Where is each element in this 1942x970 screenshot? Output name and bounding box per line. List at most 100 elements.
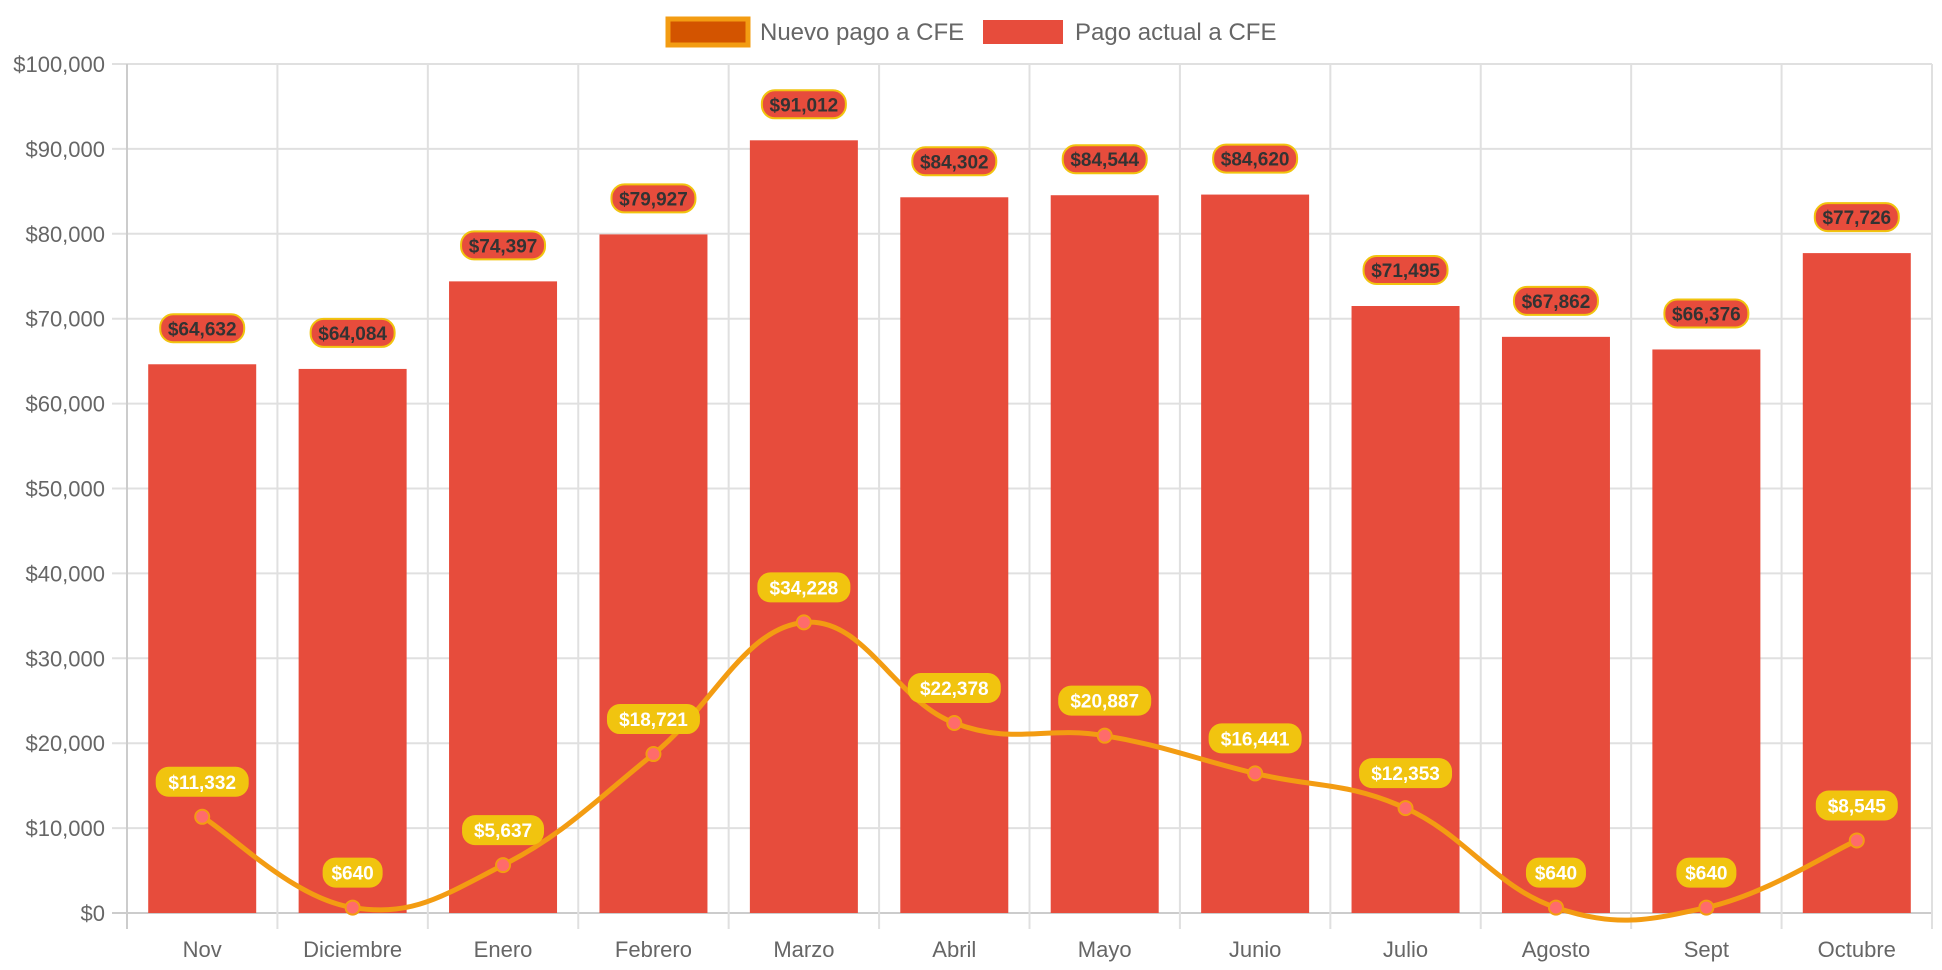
line-point[interactable]	[1397, 800, 1414, 817]
line-point[interactable]	[495, 857, 512, 874]
line-label: $16,441	[1221, 729, 1290, 750]
y-tick-label: $70,000	[25, 307, 105, 332]
bar[interactable]	[148, 364, 257, 914]
line-label-bg	[1815, 790, 1898, 821]
line-point[interactable]	[795, 614, 812, 631]
y-tick-label: $20,000	[25, 731, 105, 756]
bar-label-bg	[610, 183, 697, 214]
bar-label-bg	[1362, 255, 1449, 286]
x-tick-label: Julio	[1383, 937, 1428, 962]
bar[interactable]	[1501, 336, 1610, 913]
line-point[interactable]	[946, 715, 963, 732]
y-tick-label: $50,000	[25, 477, 105, 502]
bar-label: $77,726	[1822, 208, 1891, 229]
bar-label-bg	[1813, 202, 1900, 233]
x-tick-label: Nov	[183, 937, 222, 962]
line-label-bg	[1676, 857, 1737, 888]
y-tick-label: $60,000	[25, 392, 105, 417]
line-label: $12,353	[1371, 764, 1440, 785]
bar-label-bg	[1512, 285, 1599, 316]
bar-label: $64,084	[318, 324, 387, 345]
bar[interactable]	[1652, 349, 1761, 913]
y-tick-label: $0	[81, 901, 105, 926]
x-tick-label: Febrero	[615, 937, 692, 962]
y-axis: $0 $10,000 $20,000 $30,000 $40,000 $50,000 $60…	[13, 52, 105, 926]
y-tick-label: $80,000	[25, 222, 105, 247]
bar-label: $84,302	[920, 152, 989, 173]
line-label-bg	[1359, 758, 1453, 789]
line-label: $640	[331, 864, 373, 885]
grid	[112, 63, 1933, 929]
line-label: $34,228	[770, 578, 839, 599]
legend-label-pago-actual: Pago actual a CFE	[1075, 19, 1276, 46]
x-tick-label: Marzo	[773, 937, 834, 962]
line-label-bg	[1525, 857, 1586, 888]
x-tick-label: Sept	[1684, 937, 1729, 962]
x-tick-label: Octubre	[1818, 937, 1896, 962]
y-tick-label: $40,000	[25, 561, 105, 586]
y-tick-label: $90,000	[25, 137, 105, 162]
line-series	[194, 614, 1865, 923]
line-label: $22,378	[920, 679, 989, 700]
bar[interactable]	[599, 234, 708, 913]
bar-label: $67,862	[1522, 292, 1591, 313]
line-label: $20,887	[1070, 692, 1139, 713]
x-tick-label: Abril	[932, 937, 976, 962]
line-label-bg	[462, 815, 545, 846]
line-label-bg	[1208, 723, 1302, 754]
line-label-bg	[155, 766, 249, 797]
bar-label: $64,632	[168, 319, 237, 340]
bar[interactable]	[749, 140, 858, 914]
y-tick-label: $30,000	[25, 646, 105, 671]
line-label-bg	[907, 673, 1001, 704]
bar-label-bg	[460, 230, 547, 261]
line-label: $11,332	[168, 773, 236, 794]
x-tick-label: Diciembre	[303, 937, 402, 962]
x-axis: Nov Diciembre Enero Febrero Marzo Abril Mayo Ju…	[183, 937, 1896, 962]
bar[interactable]	[900, 197, 1009, 914]
legend-label-nuevo-pago: Nuevo pago a CFE	[760, 19, 964, 46]
legend: Nuevo pago a CFE Pago actual a CFE	[665, 16, 1276, 48]
line-point[interactable]	[645, 746, 662, 763]
line-point[interactable]	[344, 899, 361, 916]
line-label-bg	[322, 857, 383, 888]
bar[interactable]	[1201, 194, 1310, 914]
bar-label: $71,495	[1371, 261, 1440, 282]
line-point[interactable]	[1247, 765, 1264, 782]
bar-label-bg	[1061, 144, 1148, 175]
bar-labels: $64,632 $64,084 $74,397 $79,927 $91,012 $84,3…	[159, 89, 1900, 348]
bar-label: $84,544	[1070, 150, 1139, 171]
bar-label-bg	[1212, 143, 1299, 174]
bar-label: $91,012	[770, 95, 839, 116]
line-point[interactable]	[1547, 899, 1564, 916]
bar[interactable]	[1050, 195, 1159, 913]
bar-label: $74,397	[469, 236, 538, 257]
y-tick-label: $100,000	[13, 52, 105, 77]
line-label-bg	[1058, 685, 1152, 716]
x-tick-label: Enero	[474, 937, 533, 962]
y-tick-label: $10,000	[25, 816, 105, 841]
line-point[interactable]	[194, 808, 211, 825]
bar[interactable]	[1351, 306, 1460, 913]
line-point[interactable]	[1848, 832, 1865, 849]
x-tick-label: Agosto	[1522, 937, 1591, 962]
x-tick-label: Junio	[1229, 937, 1282, 962]
legend-item-nuevo-pago[interactable]: Nuevo pago a CFE	[665, 16, 964, 48]
line-label: $640	[1535, 864, 1577, 885]
bar-label-bg	[1663, 298, 1750, 329]
legend-item-pago-actual[interactable]: Pago actual a CFE	[983, 19, 1276, 46]
bar-series	[148, 140, 1911, 914]
line-point[interactable]	[1096, 727, 1113, 744]
bar-label-bg	[760, 89, 847, 120]
bar[interactable]	[449, 281, 558, 913]
line-point[interactable]	[1698, 899, 1715, 916]
line-label: $640	[1685, 864, 1727, 885]
line-label: $8,545	[1828, 796, 1887, 817]
bar[interactable]	[298, 368, 407, 913]
legend-swatch-nuevo-pago	[665, 16, 751, 48]
line-labels: $11,332 $640 $5,637 $18,721 $34,228 $22,378 $2…	[155, 572, 1898, 888]
line-label-bg	[757, 572, 851, 603]
bar-label-bg	[911, 146, 998, 177]
bar-label: $84,620	[1221, 150, 1290, 171]
